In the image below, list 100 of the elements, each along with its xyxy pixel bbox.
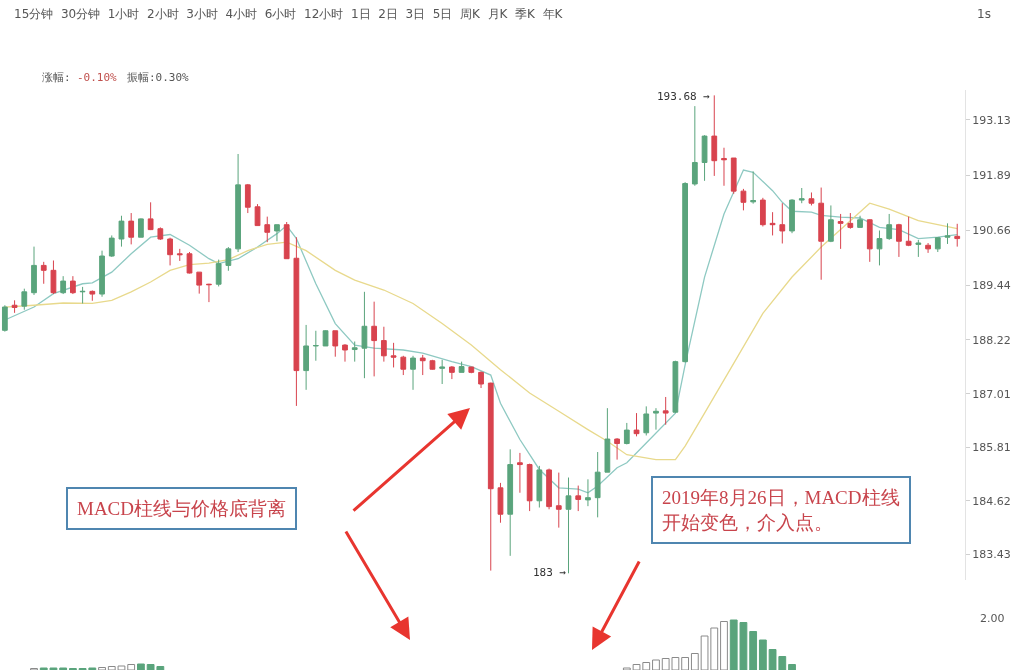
candlestick [138,217,144,238]
candlestick [128,212,135,245]
candlestick [740,188,747,211]
y-tick-label: 183.43 [972,547,1011,561]
candlestick [206,283,212,303]
bar [758,639,767,670]
candlestick [691,105,698,187]
candlestick [487,382,494,572]
candlestick [565,477,572,574]
y-tick-label: 187.01 [972,387,1011,401]
candlestick [468,366,475,374]
candlestick [633,412,640,437]
candlestick [857,215,863,228]
candlestick [818,187,825,281]
candlestick [410,355,416,391]
candlestick [915,239,922,258]
candlestick [682,181,688,364]
candlestick [99,250,105,298]
candlestick [497,482,504,524]
candlestick [283,221,290,260]
candlestick [167,237,173,266]
candlestick [147,201,154,231]
candlestick [575,485,582,512]
candlestick [1,304,8,333]
candlestick [176,248,183,262]
candlestick [31,246,37,296]
candlestick [274,224,280,242]
candlestick [721,147,727,187]
candlestick [866,218,873,263]
y-tick-label: 185.81 [972,441,1011,455]
candlestick [108,234,115,258]
annotation: 2019年8月26日，MACD柱线开始变色，介入点。 [662,487,900,533]
candlestick [429,359,436,371]
annotation: 183 → [533,566,567,579]
candlestick [876,230,883,266]
candlestick [390,342,397,368]
candlestick [79,286,86,304]
candlestick [60,275,67,295]
candlestick [934,236,941,253]
candlestick [662,396,669,426]
candlestick [157,226,164,241]
bar [749,631,758,670]
text: -0.10% [77,71,118,84]
candlestick [264,216,271,243]
text: 振幅:0.30% [127,71,190,84]
candlestick [730,157,737,195]
candlestick [342,343,348,363]
candlestick [672,360,679,414]
candlestick [439,359,446,385]
candlestick [643,405,650,436]
candlestick [623,422,630,445]
candlestick [215,259,222,287]
candlestick [186,251,193,274]
candlestick [604,407,611,473]
candlestick [886,213,893,241]
candlestick [837,213,844,250]
text: 15分钟 30分钟 1小时 2小时 3小时 4小时 6小时 12小时 1日 2日 3日 5日 周K 月K 季K 年K [14,7,564,21]
annotation: 193.68 → [657,90,711,103]
candlestick [21,288,28,311]
candlestick [225,246,232,272]
candlestick [50,259,57,295]
y-tick-label: 189.44 [972,278,1011,292]
candlestick [254,203,261,227]
candlestick [11,299,18,314]
candlestick [517,452,523,494]
candlestick [40,261,47,285]
candlestick [419,354,426,376]
candlestick [614,437,620,461]
candlestick [322,329,329,347]
candlestick [808,191,815,206]
candlestick [303,324,309,391]
candlestick [371,301,378,377]
candlestick [750,170,757,205]
text: 1s [977,7,991,21]
candlestick [944,222,951,245]
candlestick [759,197,766,227]
candlestick [235,153,241,253]
candlestick [70,275,76,295]
candlestick [380,326,387,363]
annotation: MACD柱线与价格底背离 [77,498,287,519]
y-tick-label: 190.66 [972,224,1011,238]
candlestick [789,198,795,234]
candlestick [89,290,96,302]
candlestick [244,183,251,214]
candlestick [312,330,319,362]
candlestick [351,340,358,363]
text: 涨幅: [42,71,71,84]
candlestick [118,215,125,248]
candlestick [954,223,961,248]
y-tick-label: 184.62 [972,494,1011,508]
bar [788,664,796,670]
candlestick [400,355,407,376]
candlestick [828,204,834,243]
candlestick [779,202,786,244]
candlestick [478,370,484,389]
candlestick [332,330,339,358]
candlestick [507,448,514,557]
y-tick-label: 191.89 [972,169,1011,183]
candlestick [769,211,776,236]
candlestick [711,94,718,177]
